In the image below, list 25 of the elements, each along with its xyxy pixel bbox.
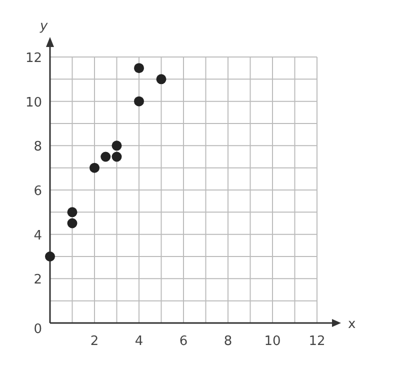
- y-tick-label: 10: [25, 95, 42, 110]
- point: [134, 63, 144, 74]
- point: [67, 207, 78, 218]
- point: [156, 74, 166, 84]
- point: [112, 152, 122, 162]
- point: [90, 162, 100, 173]
- y-tick-label: 12: [25, 51, 42, 66]
- x-axis-title: x: [348, 317, 356, 332]
- y-tick-label: 2: [34, 272, 42, 288]
- x-tick-label: 6: [179, 334, 188, 349]
- point: [134, 96, 144, 106]
- y-axis-title: y: [39, 19, 48, 34]
- y-tick-label: 0: [34, 322, 42, 337]
- x-tick-label: 2: [90, 334, 99, 349]
- point: [100, 152, 111, 162]
- x-tick-label: 12: [308, 334, 326, 349]
- x-tick-label: 10: [264, 334, 281, 349]
- x-tick-label: 4: [134, 334, 144, 349]
- point: [112, 140, 122, 151]
- y-tick-label: 8: [34, 140, 42, 155]
- y-tick-label: 6: [34, 184, 42, 199]
- x-tick-label: 8: [224, 334, 232, 349]
- point: [45, 252, 55, 262]
- y-tick-label: 4: [34, 228, 42, 244]
- point: [67, 218, 78, 228]
